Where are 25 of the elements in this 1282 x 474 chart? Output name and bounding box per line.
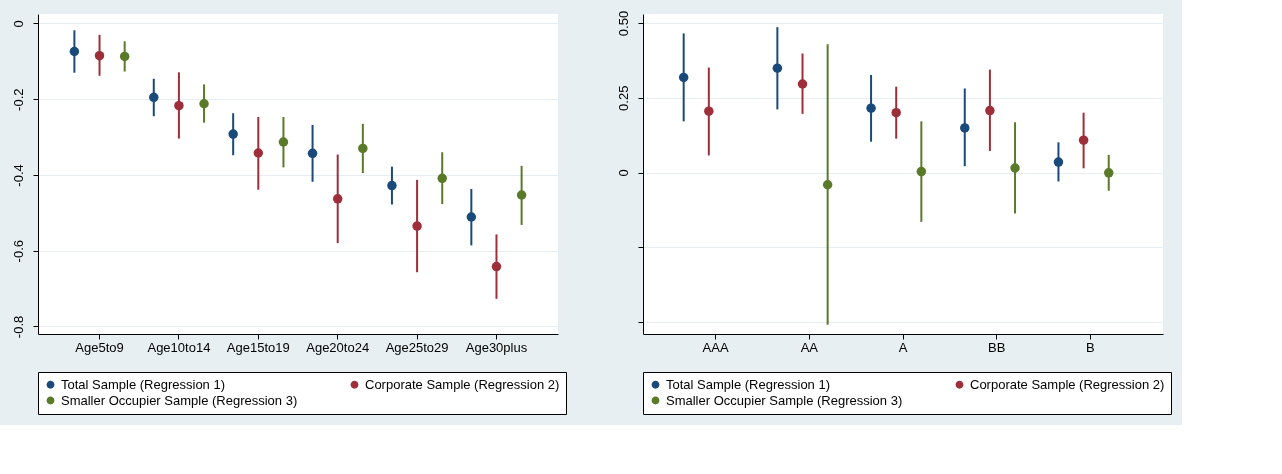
legend-label: Total Sample (Regression 1) — [61, 376, 226, 392]
x-tick-label: Age30plus — [465, 339, 528, 355]
y-tick-label: -0.2 — [10, 88, 26, 111]
legend-label: Corporate Sample (Regression 2) — [970, 376, 1165, 392]
legend-label: Smaller Occupier Sample (Regression 3) — [61, 392, 298, 408]
x-tick-label: A — [898, 339, 908, 355]
y-tick-label: -0.8 — [10, 315, 26, 339]
x-tick-label: Age15to19 — [226, 339, 290, 355]
x-tick-label: Age10to14 — [147, 339, 211, 355]
x-tick-label: B — [1086, 339, 1095, 355]
y-tick-label: 0.25 — [615, 85, 631, 111]
legend-label: Corporate Sample (Regression 2) — [365, 376, 560, 392]
x-tick-label: Age5to9 — [75, 339, 124, 355]
legend-label: Smaller Occupier Sample (Regression 3) — [666, 392, 903, 408]
y-tick-label: 0 — [615, 169, 631, 177]
y-tick-label: -0.4 — [10, 164, 26, 187]
legend-label: Total Sample (Regression 1) — [666, 376, 831, 392]
x-tick-label: Age25to29 — [385, 339, 449, 355]
y-tick-label: 0.50 — [615, 10, 631, 37]
y-tick-label: -0.6 — [10, 239, 26, 263]
x-tick-label: AAA — [702, 339, 729, 355]
x-tick-label: BB — [988, 339, 1006, 355]
x-tick-label: Age20to24 — [306, 339, 370, 355]
x-tick-label: AA — [800, 339, 819, 355]
y-tick-label: 0 — [10, 20, 26, 28]
